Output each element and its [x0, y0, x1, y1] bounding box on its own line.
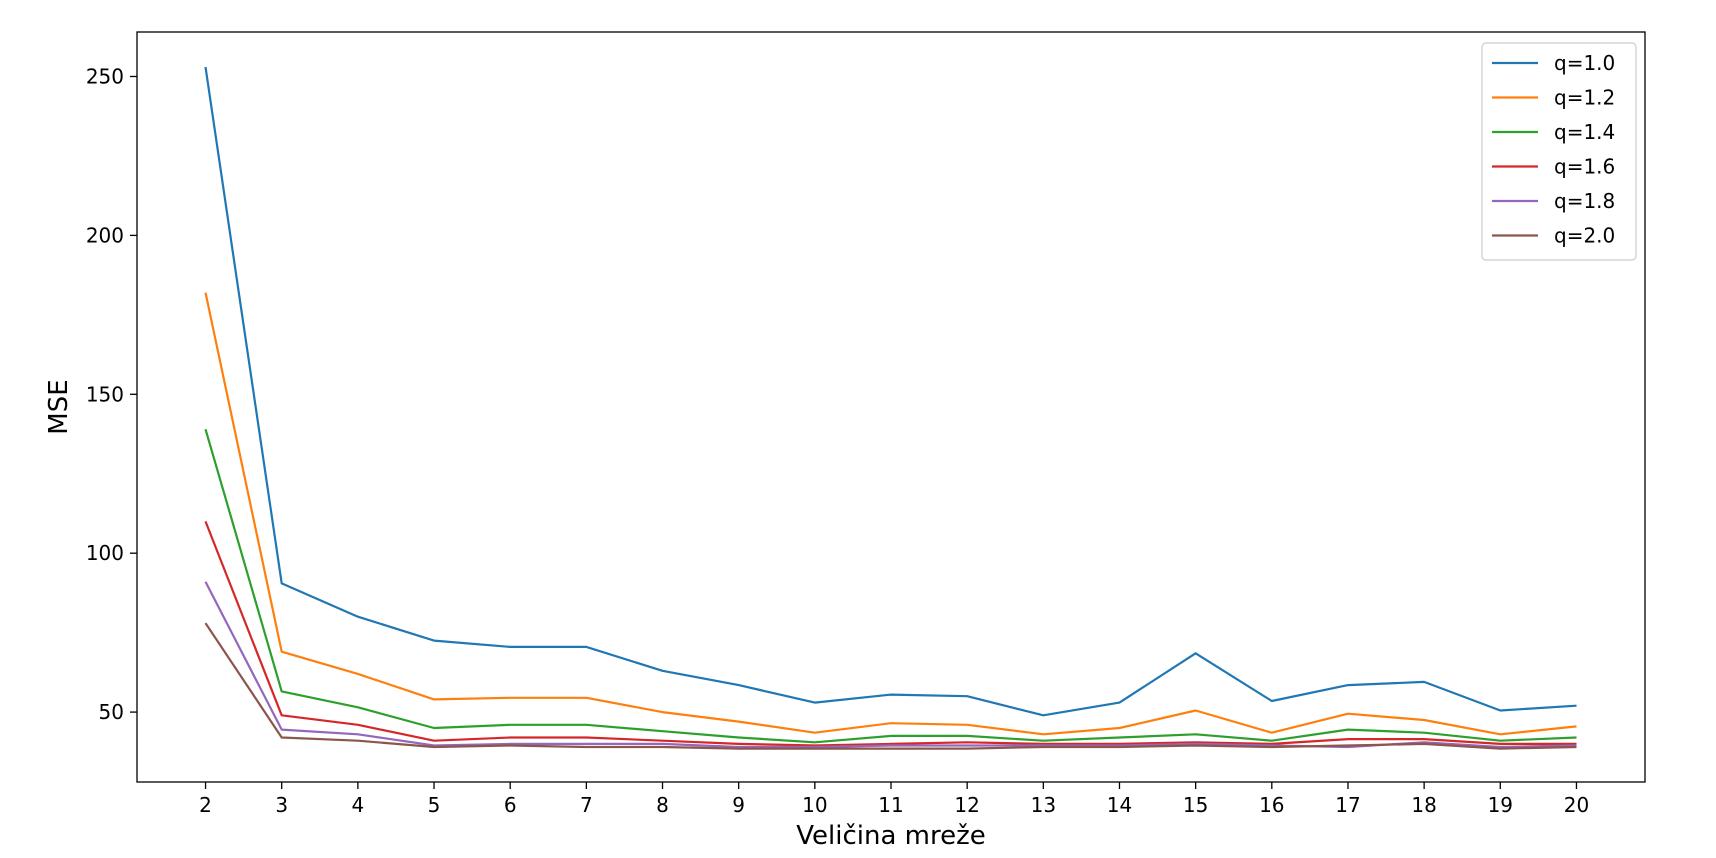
x-tick-label: 5: [428, 793, 441, 817]
x-tick-label: 8: [656, 793, 669, 817]
x-tick-label: 15: [1183, 793, 1208, 817]
y-tick-label: 250: [86, 64, 124, 88]
series-layer: [204, 66, 1577, 750]
x-tick-label: 12: [954, 793, 979, 817]
x-tick-label: 4: [352, 793, 365, 817]
legend-label: q=1.0: [1554, 51, 1615, 75]
y-tick-label: 200: [86, 223, 124, 247]
x-axis: 2 3 4 5 6 7 8 9 10 11 12 13 14 15 16 17 18 19 20: [199, 782, 1589, 817]
series-line-q=1.0: [204, 66, 1577, 717]
legend-label: q=2.0: [1554, 224, 1615, 248]
x-axis-label: Veličina mreže: [796, 821, 986, 851]
x-tick-label: 11: [878, 793, 903, 817]
x-tick-label: 16: [1259, 793, 1284, 817]
y-tick-label: 50: [99, 700, 124, 724]
series-line-q=1.8: [204, 581, 1577, 749]
x-tick-label: 19: [1488, 793, 1513, 817]
x-tick-label: 20: [1564, 793, 1589, 817]
x-tick-label: 13: [1031, 793, 1056, 817]
y-axis: 50 100 150 200 250: [86, 64, 137, 724]
series-line-q=1.2: [204, 292, 1577, 736]
x-tick-label: 17: [1335, 793, 1360, 817]
legend: q=1.0 q=1.2 q=1.4 q=1.6 q=1.8 q=2.0: [1481, 42, 1637, 261]
x-tick-label: 2: [199, 793, 212, 817]
series-line-q=1.4: [204, 428, 1577, 744]
x-tick-label: 14: [1107, 793, 1132, 817]
x-tick-label: 6: [504, 793, 517, 817]
x-tick-label: 7: [580, 793, 593, 817]
y-tick-label: 100: [86, 541, 124, 565]
legend-label: q=1.6: [1554, 155, 1615, 179]
x-tick-label: 9: [732, 793, 745, 817]
legend-label: q=1.2: [1554, 86, 1615, 110]
legend-label: q=1.8: [1554, 189, 1615, 213]
legend-label: q=1.4: [1554, 120, 1615, 144]
x-tick-label: 3: [275, 793, 288, 817]
y-tick-label: 150: [86, 382, 124, 406]
series-line-q=1.6: [204, 520, 1577, 747]
y-axis-label: MSE: [44, 379, 74, 434]
x-tick-label: 18: [1411, 793, 1436, 817]
x-tick-label: 10: [802, 793, 827, 817]
series-line-q=2.0: [204, 622, 1577, 750]
